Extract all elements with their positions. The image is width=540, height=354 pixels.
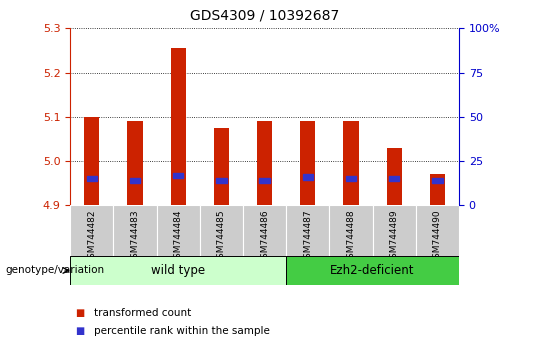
Text: genotype/variation: genotype/variation bbox=[5, 266, 105, 275]
Bar bbox=[373, 205, 416, 257]
Text: GSM744482: GSM744482 bbox=[87, 210, 96, 264]
Bar bbox=[286, 256, 459, 285]
Bar bbox=[300, 121, 315, 205]
Text: ■: ■ bbox=[76, 326, 85, 336]
Bar bbox=[113, 205, 157, 257]
Bar bbox=[257, 121, 272, 205]
Text: Ezh2-deficient: Ezh2-deficient bbox=[330, 264, 415, 277]
Text: GSM744484: GSM744484 bbox=[174, 210, 183, 264]
Bar bbox=[173, 173, 184, 178]
Bar bbox=[243, 205, 286, 257]
Text: wild type: wild type bbox=[151, 264, 205, 277]
Text: ■: ■ bbox=[76, 308, 85, 318]
Bar bbox=[302, 174, 313, 179]
Text: GDS4309 / 10392687: GDS4309 / 10392687 bbox=[190, 9, 339, 23]
Bar bbox=[84, 117, 99, 205]
Bar bbox=[286, 205, 329, 257]
Bar bbox=[430, 174, 445, 205]
Bar bbox=[127, 121, 143, 205]
Bar bbox=[346, 176, 356, 181]
Bar bbox=[214, 128, 229, 205]
Text: GSM744483: GSM744483 bbox=[131, 210, 139, 264]
Bar bbox=[86, 176, 97, 181]
Bar bbox=[416, 205, 459, 257]
Bar bbox=[157, 205, 200, 257]
Text: GSM744485: GSM744485 bbox=[217, 210, 226, 264]
Bar bbox=[329, 205, 373, 257]
Bar bbox=[343, 121, 359, 205]
Bar bbox=[70, 205, 113, 257]
Bar bbox=[259, 178, 270, 183]
Text: GSM744487: GSM744487 bbox=[303, 210, 312, 264]
Bar bbox=[216, 178, 227, 183]
Bar bbox=[389, 176, 400, 181]
Text: GSM744489: GSM744489 bbox=[390, 210, 399, 264]
Bar bbox=[387, 148, 402, 205]
Text: transformed count: transformed count bbox=[94, 308, 192, 318]
Bar bbox=[171, 48, 186, 205]
Text: GSM744488: GSM744488 bbox=[347, 210, 355, 264]
Text: percentile rank within the sample: percentile rank within the sample bbox=[94, 326, 271, 336]
Text: GSM744486: GSM744486 bbox=[260, 210, 269, 264]
Text: GSM744490: GSM744490 bbox=[433, 210, 442, 264]
Bar bbox=[130, 178, 140, 183]
Bar bbox=[70, 256, 286, 285]
Bar bbox=[432, 178, 443, 183]
Bar bbox=[200, 205, 243, 257]
